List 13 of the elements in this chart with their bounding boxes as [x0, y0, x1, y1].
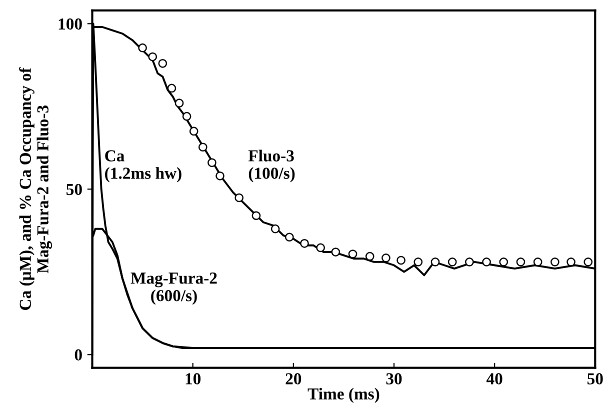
y-tick-label: 0 [74, 349, 82, 361]
x-tick-label: 10 [186, 373, 201, 384]
y-axis-title: Ca (μM), and % Ca Occupancy of Mag-Fura-2 and Fluo-3 [19, 67, 52, 310]
x-tick-label: 40 [486, 373, 502, 384]
x-axis-title: Time (ms) [308, 388, 380, 403]
series-label: Fluo-3 (100/s) [248, 150, 295, 182]
y-tick-label: 100 [58, 18, 82, 30]
series-label: Ca (1.2ms hw) [105, 150, 182, 182]
x-tick-label: 20 [286, 373, 302, 384]
y-tick-label: 50 [66, 184, 82, 196]
x-tick-label: 30 [386, 373, 402, 384]
x-tick-label: 50 [587, 373, 603, 384]
series-label: Mag-Fura-2 (600/s) [130, 272, 217, 305]
